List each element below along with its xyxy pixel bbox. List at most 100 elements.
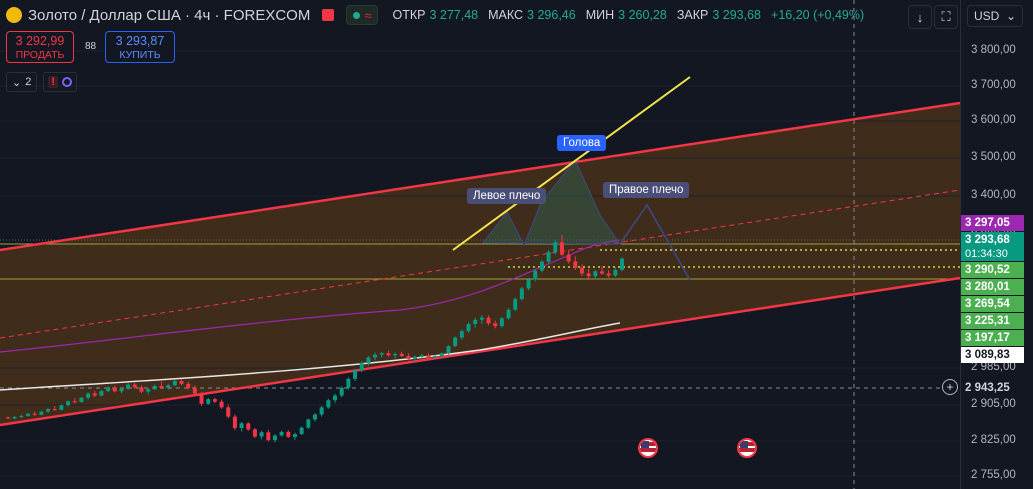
us-flag-event-icon[interactable] bbox=[638, 438, 658, 458]
open-value: 3 277,48 bbox=[429, 8, 479, 22]
candle-body bbox=[219, 401, 224, 408]
indicators-toggle[interactable]: ⌄ 2 bbox=[6, 72, 38, 92]
axis-tick-label: 2 755,00 bbox=[971, 469, 1016, 481]
candle-body bbox=[559, 242, 564, 255]
candle-body bbox=[493, 323, 498, 327]
close-value: 3 293,68 bbox=[712, 8, 762, 22]
candle-body bbox=[146, 389, 151, 392]
candle-body bbox=[259, 432, 264, 437]
price-tag: 3 297,05 bbox=[961, 215, 1024, 231]
candle-body bbox=[126, 384, 131, 389]
candle-body bbox=[166, 385, 171, 388]
chevron-down-icon: ⌄ bbox=[1005, 9, 1016, 23]
candle-body bbox=[519, 288, 524, 300]
axis-tick-label: 3 800,00 bbox=[971, 44, 1016, 56]
head-shoulders-shape bbox=[481, 159, 621, 247]
us-flag-event-icon[interactable] bbox=[737, 438, 757, 458]
channel-lower-line bbox=[0, 276, 961, 427]
candle-body bbox=[92, 393, 97, 396]
price-tag: 3 269,54 bbox=[961, 296, 1024, 312]
axis-tick-label: 2 905,00 bbox=[971, 398, 1016, 410]
candle-body bbox=[346, 378, 351, 388]
buy-label: КУПИТЬ bbox=[119, 49, 161, 61]
candle-body bbox=[206, 399, 211, 404]
candle-body bbox=[579, 267, 584, 274]
pattern-label[interactable]: Голова bbox=[557, 135, 607, 151]
pattern-label[interactable]: Правое плечо bbox=[603, 182, 690, 198]
axis-tick-label: 3 600,00 bbox=[971, 114, 1016, 126]
candle-body bbox=[313, 414, 317, 420]
candle-body bbox=[459, 331, 464, 338]
axis-tick-label: 3 500,00 bbox=[971, 151, 1016, 163]
sell-button[interactable]: 3 292,99 ПРОДАТЬ bbox=[6, 31, 74, 63]
symbol-selector[interactable]: Золото / Доллар США · 4ч · FOREXCOM bbox=[6, 6, 335, 24]
candle-body bbox=[226, 407, 231, 417]
candle-body bbox=[426, 355, 431, 358]
cycle-icon bbox=[62, 77, 73, 87]
candle-body bbox=[379, 353, 384, 355]
market-status[interactable]: ≈ bbox=[346, 5, 379, 25]
axis-tick-label: 2 985,00 bbox=[971, 361, 1016, 373]
candle-body bbox=[539, 261, 544, 271]
candle-body bbox=[339, 387, 344, 396]
market-open-dot-icon bbox=[353, 11, 361, 19]
fullscreen-icon[interactable]: ⛶ bbox=[934, 5, 958, 29]
candle-body bbox=[6, 417, 10, 419]
candle-body bbox=[159, 385, 164, 388]
candle-body bbox=[266, 432, 271, 441]
candle-body bbox=[593, 271, 598, 277]
candle-body bbox=[186, 383, 191, 389]
price-axis[interactable] bbox=[960, 0, 1033, 489]
candle-body bbox=[86, 393, 91, 398]
candle-body bbox=[546, 252, 551, 262]
candle-body bbox=[119, 388, 124, 392]
candle-body bbox=[12, 416, 17, 419]
candle-body bbox=[366, 357, 371, 364]
open-label: ОТКР bbox=[392, 8, 426, 22]
indicator-alert[interactable]: ! bbox=[43, 72, 78, 92]
currency-label: USD bbox=[974, 9, 1000, 23]
ohlc-values: ОТКР 3 277,48 МАКС 3 296,46 МИН 3 260,28 ЗА… bbox=[392, 8, 864, 22]
candle-body bbox=[373, 354, 378, 358]
currency-selector[interactable]: USD ⌄ bbox=[967, 5, 1023, 27]
candle-body bbox=[439, 353, 444, 357]
candle-body bbox=[172, 381, 177, 386]
candle-body bbox=[292, 434, 297, 437]
buy-button[interactable]: 3 293,87 КУПИТЬ bbox=[105, 31, 175, 63]
candle-body bbox=[79, 397, 84, 403]
moving-average-purple bbox=[0, 239, 621, 353]
candle-body bbox=[46, 409, 51, 412]
candle-body bbox=[286, 431, 291, 437]
candle-body bbox=[399, 353, 404, 357]
candle-body bbox=[446, 346, 451, 354]
price-tag: 3 280,01 bbox=[961, 279, 1024, 295]
candle-body bbox=[566, 254, 571, 262]
axis-tick-label: 3 700,00 bbox=[971, 79, 1016, 91]
candle-body bbox=[192, 388, 197, 394]
symbol-title: Золото / Доллар США · 4ч · FOREXCOM bbox=[28, 6, 311, 24]
candle-body bbox=[419, 355, 424, 357]
pattern-label[interactable]: Левое плечо bbox=[467, 188, 547, 204]
flag-icon[interactable] bbox=[322, 9, 335, 21]
candle-body bbox=[306, 419, 311, 428]
candle-body bbox=[319, 407, 324, 415]
candle-body bbox=[453, 337, 458, 347]
add-plus-icon[interactable]: + bbox=[942, 379, 958, 395]
candle-body bbox=[272, 435, 277, 441]
candle-body bbox=[553, 242, 558, 253]
high-value: 3 296,46 bbox=[527, 8, 576, 22]
change-value: +16,20 (+0,49%) bbox=[771, 8, 865, 22]
candle-body bbox=[152, 385, 157, 390]
candle-body bbox=[232, 416, 237, 428]
axis-tick-label: 2 825,00 bbox=[971, 434, 1016, 446]
candle-body bbox=[32, 413, 37, 415]
low-label: МИН bbox=[585, 8, 615, 22]
spread-value: 88 bbox=[85, 41, 97, 52]
sell-label: ПРОДАТЬ bbox=[15, 49, 65, 61]
candle-body bbox=[486, 317, 491, 324]
candle-body bbox=[112, 387, 117, 392]
moving-average-white bbox=[0, 322, 621, 391]
arrow-down-icon[interactable]: ↓ bbox=[908, 5, 932, 29]
candle-body bbox=[513, 299, 518, 310]
